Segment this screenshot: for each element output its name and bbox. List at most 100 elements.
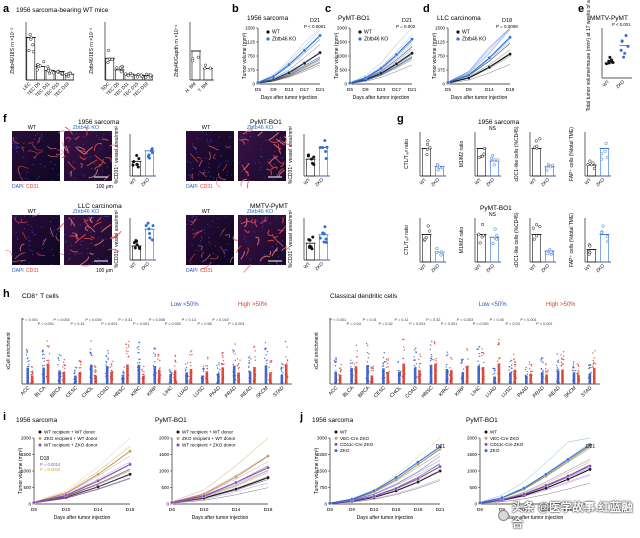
h1-point (266, 359, 267, 360)
f1-ko-image-nucleus (83, 144, 84, 145)
f1-wt-image-nucleus (28, 179, 29, 180)
h2-point (588, 368, 589, 369)
panel-c-ytick-label: 1000 (337, 54, 348, 59)
h1-point (26, 352, 27, 353)
panel-a2-point (144, 76, 147, 79)
d-p-value: P = 0.0008 (496, 24, 518, 29)
h1-point (264, 348, 265, 349)
panel-j2-xtick-label: D6 (477, 507, 483, 513)
panel-i1-series-point (64, 494, 67, 497)
dapi-label: DAPI (12, 184, 24, 190)
panel-a-point (30, 38, 33, 41)
h1-point (219, 369, 220, 370)
h2-bar (398, 372, 401, 384)
f4-wt-image-nucleus (225, 234, 226, 235)
f3-ko-image-nucleus (92, 261, 93, 262)
f2-wt-image-nucleus (228, 161, 229, 162)
f4-wt-image-nucleus (201, 255, 202, 256)
h2-point (510, 361, 511, 362)
f3-ko-image-nucleus (105, 259, 106, 260)
panel-a2-y-label: Zbtb46/18S rn ×10⁻³ (89, 28, 95, 74)
panel-f3-tick-label: ZKO (140, 261, 151, 272)
h2-point (531, 371, 532, 372)
panel-f4-point (325, 241, 328, 244)
h2-point (545, 364, 546, 365)
panel-j2-ytick-label: 1000 (467, 469, 478, 474)
h2-point (575, 370, 576, 371)
f3-wt-image-nucleus (24, 228, 25, 229)
h2-point (340, 367, 341, 368)
h2-point (447, 352, 448, 353)
f2-wt-image-nucleus (195, 147, 196, 148)
f3-wt-image-nucleus (53, 255, 54, 256)
h1-point (232, 364, 233, 365)
panel-j2-ytick-label: 500 (469, 485, 477, 490)
f1-ko-image-nucleus (94, 163, 95, 164)
f2-ko-image-nucleus (272, 131, 273, 132)
panel-b-x-label: Days after tumor injection (261, 95, 318, 101)
f3-ko-image-nucleus (86, 253, 87, 254)
f2-wt-image-nucleus (190, 162, 191, 163)
h2-point (340, 371, 341, 372)
h1-tick-label: KIRP (146, 385, 159, 398)
j2-legend-marker (485, 449, 488, 452)
panel-a3-bar (192, 51, 200, 80)
f1-wt-image-nucleus (50, 161, 51, 162)
panel-j2-series-point (500, 496, 503, 499)
h2-tick-label: STAD (580, 385, 594, 399)
f1-ko-image-nucleus (96, 131, 97, 132)
f4-ko-image-nucleus (261, 259, 262, 260)
f1-wt-image-nucleus (39, 141, 40, 142)
f1-wt-image-nucleus (16, 151, 17, 152)
h1-tick-label: CHOL (81, 385, 95, 399)
f4-ko-image-nucleus (269, 223, 270, 224)
h2-point (430, 349, 431, 350)
panel-i1-series-point (128, 450, 131, 453)
legend-wt-label: WT (364, 30, 372, 36)
h1-point (239, 359, 240, 360)
panel-a2-point (108, 58, 111, 61)
h2-point (468, 366, 469, 367)
h2-bar (418, 370, 421, 384)
panel-g1-3-y-label: FAP⁺ cells (%total TME) (569, 127, 575, 181)
f2-wt-image-nucleus (207, 139, 208, 140)
h2-point (386, 367, 387, 368)
h2-bar (350, 368, 353, 384)
f1-ko-image-nucleus (100, 148, 101, 149)
h1-point (249, 356, 250, 357)
panel-g2-2-y-label: cDC1-like cells (%CD45) (514, 212, 520, 267)
h2-p-value: P = 0.04 (347, 322, 361, 326)
h2-p-value: P = 0.001 (441, 322, 457, 326)
f1-ko-image-nucleus (82, 174, 83, 175)
h1-point (271, 361, 272, 362)
panel-i1-ytick-label: 0 (28, 502, 31, 507)
panel-f3-point (145, 224, 148, 227)
h2-bar (382, 368, 385, 384)
f2-ko-image-vessel (247, 180, 248, 188)
panel-j1-xtick-label: D9 (349, 507, 355, 513)
h2-point (436, 358, 437, 359)
h1-bar (265, 365, 268, 384)
f4-ko-image-nucleus (282, 230, 283, 231)
h1-point (190, 362, 191, 363)
f2-wt-image-nucleus (225, 160, 226, 161)
f1-ko-image-nucleus (102, 137, 103, 138)
f2-wt-image-nucleus (216, 177, 217, 178)
panel-j1-series-point (328, 502, 331, 505)
f2-ko-image-nucleus (243, 144, 244, 145)
panel-c-series-point (410, 38, 413, 41)
f4-wt-image-nucleus (200, 240, 201, 241)
h1-bar (233, 365, 236, 384)
panel-f1-point (132, 160, 135, 163)
f1-wt-image-nucleus (33, 156, 34, 157)
panel-g1-2-y-label: cDC1-like cells (%CD45) (514, 126, 520, 181)
panel-a-point (36, 69, 39, 72)
h2-point (415, 359, 416, 360)
i1-legend-label: ZKO recipient + WT donor (44, 436, 98, 441)
h2-bar (573, 372, 576, 384)
h1-point (62, 366, 63, 367)
h2-point (367, 361, 368, 362)
h2-point (563, 351, 564, 352)
f2-ko-image-nucleus (261, 156, 262, 157)
f4-wt-image-nucleus (195, 250, 196, 251)
